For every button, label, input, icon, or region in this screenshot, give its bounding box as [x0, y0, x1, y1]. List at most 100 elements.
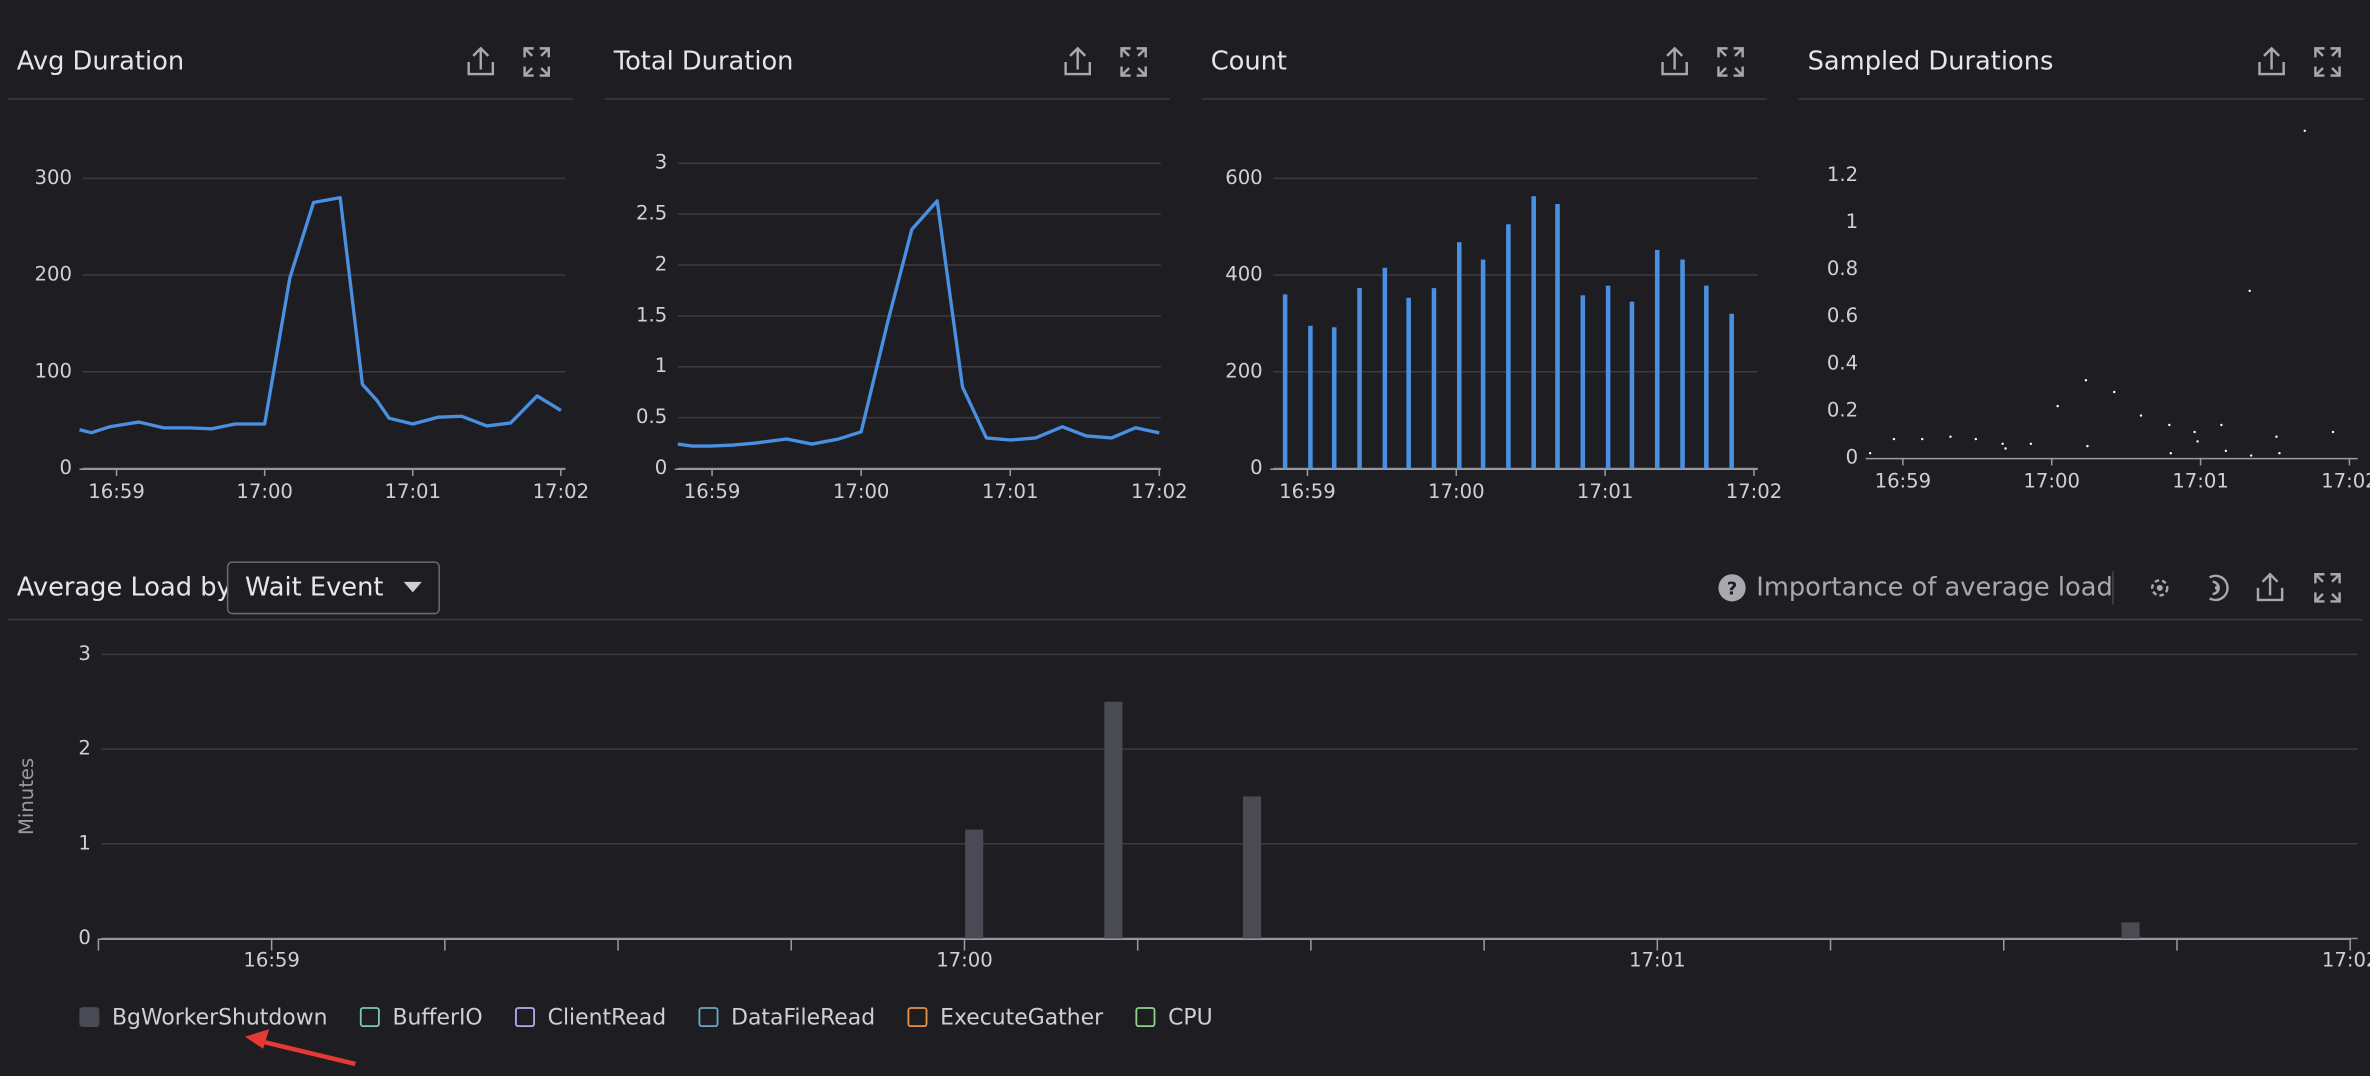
- y-tick-label: 1: [1846, 210, 1859, 233]
- y-axis-label: Minutes: [15, 758, 38, 835]
- y-tick-label: 0: [1250, 456, 1263, 479]
- y-tick-label: 1.5: [636, 303, 667, 326]
- bar: [1431, 288, 1437, 469]
- x-tick-label: 17:01: [1577, 480, 1634, 503]
- legend-label[interactable]: ExecuteGather: [940, 1006, 1103, 1031]
- point: [2331, 430, 2335, 434]
- expand-icon[interactable]: [1120, 47, 1147, 77]
- y-tick-label: 2: [655, 252, 668, 275]
- dropdown-value[interactable]: Wait Event: [245, 572, 383, 602]
- bar: [1605, 285, 1611, 469]
- point: [1921, 437, 1924, 441]
- point: [2278, 451, 2281, 455]
- bar: [1382, 267, 1388, 469]
- panel-headers: Avg Duration Total Duration Count Sampled D…: [7, 46, 2364, 100]
- point: [2169, 451, 2173, 455]
- bar: [1406, 297, 1411, 469]
- legend-swatch[interactable]: [515, 1007, 535, 1028]
- bar: [965, 829, 984, 939]
- export-icon[interactable]: [2258, 46, 2285, 76]
- help-glyph[interactable]: ?: [1727, 578, 1738, 599]
- bar: [1242, 796, 1262, 939]
- bar: [1629, 301, 1635, 469]
- x-tick-label: 17:00: [2023, 470, 2080, 493]
- dropdown-caret[interactable]: [403, 581, 422, 593]
- bar: [1704, 285, 1709, 469]
- importance-link[interactable]: Importance of average load: [1756, 572, 2113, 602]
- load-label: Average Load by: [17, 572, 232, 602]
- y-tick-label: 0.6: [1827, 304, 1858, 327]
- x-tick-label: 17:01: [982, 480, 1039, 503]
- expand-icon[interactable]: [2314, 573, 2341, 603]
- arrow-shaft: [253, 1037, 356, 1067]
- bar: [1457, 242, 1462, 469]
- point: [2220, 423, 2223, 427]
- legend-label[interactable]: CPU: [1168, 1006, 1213, 1031]
- bar: [1729, 313, 1734, 469]
- legend-swatch[interactable]: [907, 1007, 928, 1028]
- export-icon[interactable]: [467, 46, 495, 76]
- point: [1974, 437, 1978, 441]
- x-tick-label: 17:01: [2172, 470, 2229, 493]
- bar: [1480, 259, 1486, 469]
- legend-swatch[interactable]: [698, 1007, 719, 1028]
- signal-dot[interactable]: [2214, 585, 2220, 591]
- arrow-head: [245, 1029, 270, 1049]
- legend-swatch[interactable]: [79, 1007, 100, 1028]
- y-tick-label: 2.5: [636, 202, 667, 225]
- settings-icon[interactable]: [2150, 579, 2169, 597]
- y-tick-label: 0.2: [1827, 398, 1858, 421]
- export-icon[interactable]: [2256, 572, 2284, 602]
- panel-title: Avg Duration: [17, 46, 184, 76]
- legend-swatch[interactable]: [359, 1007, 380, 1028]
- y-tick-label: 1.2: [1827, 163, 1858, 186]
- gear-hub[interactable]: [2156, 584, 2163, 591]
- importance-button[interactable]: ?: [1718, 574, 1746, 602]
- point: [1868, 451, 1872, 455]
- y-tick-label: 300: [35, 166, 72, 189]
- x-tick-label: 17:00: [1428, 480, 1485, 503]
- x-tick-label: 16:59: [88, 480, 145, 503]
- bar: [1357, 288, 1362, 469]
- x-tick-label: 16:59: [684, 480, 741, 503]
- bar: [1506, 224, 1511, 469]
- expand-icon[interactable]: [1717, 47, 1744, 77]
- gear[interactable]: [2150, 579, 2169, 597]
- legend-swatch[interactable]: [1135, 1007, 1156, 1028]
- expand-icon[interactable]: [2314, 47, 2341, 77]
- point: [2056, 404, 2059, 408]
- dropdown[interactable]: [226, 561, 440, 615]
- line: [677, 199, 1160, 448]
- expand-icon[interactable]: [523, 47, 550, 77]
- y-tick-label: 0: [59, 456, 72, 479]
- legend-label[interactable]: BgWorkerShutdown: [112, 1006, 327, 1031]
- legend-label[interactable]: DataFileRead: [731, 1006, 875, 1031]
- bar: [1104, 701, 1123, 939]
- y-tick-label: 600: [1225, 166, 1262, 189]
- legend-label[interactable]: ClientRead: [548, 1006, 666, 1031]
- x-tick-label: 17:02: [2322, 949, 2370, 972]
- help-icon[interactable]: [1718, 574, 1746, 602]
- y-tick-label: 0: [78, 926, 91, 949]
- y-tick-label: 0.4: [1827, 351, 1858, 374]
- x-tick-label: 16:59: [243, 949, 300, 972]
- legend-label[interactable]: BufferIO: [392, 1006, 482, 1031]
- point: [1949, 435, 1952, 438]
- x-tick-label: 17:00: [936, 949, 993, 972]
- point: [2168, 423, 2171, 427]
- bar: [1308, 325, 1313, 469]
- y-tick-label: 400: [1225, 263, 1262, 286]
- bar: [1531, 196, 1536, 469]
- bar: [1282, 294, 1288, 469]
- line: [79, 196, 562, 435]
- panel-title: Total Duration: [613, 46, 794, 76]
- export-icon[interactable]: [1064, 46, 1092, 76]
- export-icon[interactable]: [1661, 46, 1688, 76]
- y-tick-label: 0: [655, 456, 668, 479]
- y-tick-label: 100: [35, 359, 72, 382]
- point: [1892, 437, 1896, 441]
- signal-icon[interactable]: [2209, 574, 2229, 602]
- x-tick-label: 17:01: [384, 480, 441, 503]
